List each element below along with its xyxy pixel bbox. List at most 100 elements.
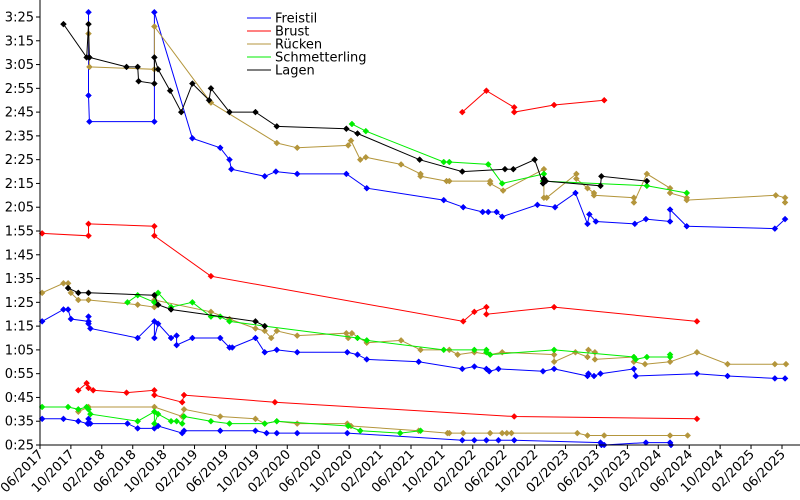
data-point [64, 279, 72, 287]
data-point [154, 65, 162, 73]
data-point [67, 289, 75, 297]
data-point [550, 358, 558, 366]
series-line [42, 223, 697, 322]
data-point [151, 222, 158, 230]
series-brust-3 [458, 87, 608, 116]
data-point [550, 346, 558, 354]
data-point [641, 360, 649, 368]
data-point [60, 415, 67, 423]
data-point [83, 379, 91, 387]
data-point [683, 196, 691, 204]
data-point [630, 194, 638, 202]
data-point [267, 334, 275, 342]
data-point [643, 177, 651, 185]
data-point [207, 308, 215, 316]
data-point [85, 313, 92, 320]
data-point [85, 8, 92, 16]
data-point [397, 161, 405, 168]
data-point [458, 168, 466, 175]
data-point [459, 203, 467, 211]
data-point [354, 130, 361, 137]
data-point [495, 436, 502, 444]
series-schmetterling-10 [124, 289, 674, 363]
data-point [771, 225, 779, 232]
data-point [493, 208, 500, 216]
data-point [216, 427, 224, 435]
data-point [180, 391, 188, 399]
data-point [166, 87, 174, 95]
data-point [134, 334, 142, 342]
data-point [550, 101, 558, 109]
data-point [189, 298, 196, 306]
data-point [228, 344, 236, 351]
data-point [85, 232, 92, 240]
data-point [151, 403, 158, 411]
data-point [151, 8, 158, 16]
data-point [86, 118, 93, 125]
data-point [226, 108, 233, 116]
data-point [363, 337, 371, 344]
data-point [440, 158, 448, 166]
data-point [485, 367, 493, 375]
data-point [64, 403, 72, 411]
y-tick-label: 2:45 [5, 106, 34, 121]
y-tick-label: 2:25 [5, 153, 34, 168]
data-point [344, 142, 352, 149]
data-point [781, 199, 789, 206]
data-point [342, 170, 350, 178]
data-point [597, 370, 604, 378]
series-freistil-0 [85, 8, 789, 232]
data-point [440, 346, 448, 354]
data-point [134, 291, 142, 299]
data-point [510, 104, 518, 111]
data-point [151, 54, 158, 61]
data-point [74, 296, 82, 304]
data-point [458, 108, 466, 116]
data-point [293, 348, 301, 356]
series-schmetterling-11 [38, 403, 424, 437]
series-rcken-6 [85, 23, 789, 206]
data-point [87, 420, 94, 427]
data-point [271, 398, 279, 406]
data-point [60, 20, 67, 28]
data-point [591, 356, 599, 363]
data-point [417, 346, 424, 354]
data-point [189, 134, 196, 142]
data-point [510, 108, 518, 116]
data-point [495, 365, 502, 373]
data-point [85, 384, 92, 392]
data-point [89, 386, 97, 394]
data-point [252, 334, 259, 342]
data-point [363, 356, 371, 363]
y-tick-label: 1:05 [5, 343, 34, 358]
series-line [461, 90, 605, 113]
data-point [354, 351, 361, 358]
data-point [484, 208, 492, 216]
data-point [591, 348, 599, 356]
data-point [531, 156, 538, 164]
data-point [151, 334, 158, 342]
data-point [293, 332, 301, 339]
data-point [207, 272, 215, 280]
data-point [483, 436, 490, 444]
data-point [154, 301, 162, 309]
legend-item: Rücken [247, 38, 322, 53]
series-line [42, 406, 421, 434]
legend-item: Lagen [247, 64, 315, 79]
data-point [600, 96, 608, 104]
data-point [772, 191, 780, 199]
legend-label: Lagen [275, 64, 315, 79]
data-point [261, 322, 269, 330]
data-point [597, 182, 604, 190]
data-point [134, 301, 142, 309]
data-point [440, 196, 448, 204]
data-point [38, 230, 46, 237]
data-point [180, 413, 188, 420]
data-point [584, 220, 591, 228]
data-point [151, 23, 158, 30]
data-point [216, 334, 224, 342]
data-point [666, 351, 674, 358]
data-point [252, 318, 259, 325]
